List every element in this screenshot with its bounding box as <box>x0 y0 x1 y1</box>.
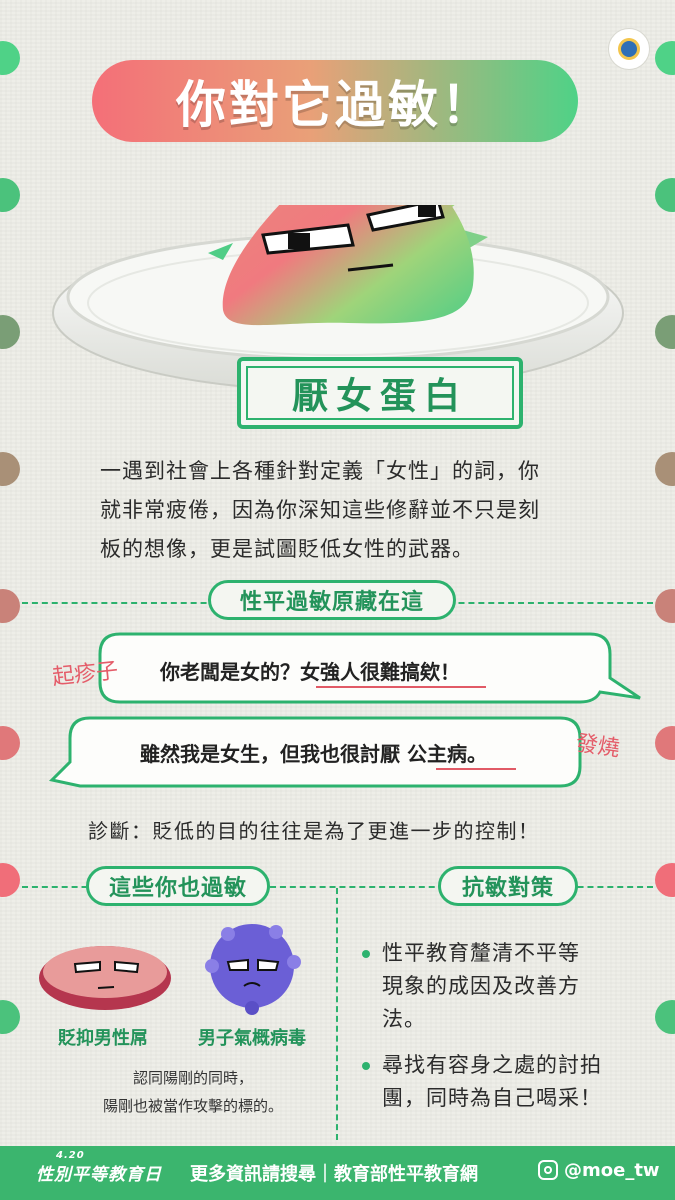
dish-label: 厭女蛋白 <box>237 357 523 429</box>
side-dot <box>0 41 20 75</box>
bubble1-suffix: ！ <box>440 660 460 684</box>
section-allergen-pill: 性平過敏原藏在這 <box>208 580 456 620</box>
bubble1-prefix: 你老闆是女的？ <box>160 660 300 684</box>
speech-bubble-1 <box>98 632 641 704</box>
description: 一遇到社會上各種針對定義「女性」的詞，你 就非常疲倦，因為你深知這些修辭並不只是… <box>100 452 590 569</box>
side-dot <box>0 863 20 897</box>
side-dot <box>655 452 675 486</box>
section-strategy-pill: 抗敏對策 <box>438 866 578 906</box>
side-dot <box>0 1000 20 1034</box>
side-dot <box>655 315 675 349</box>
side-dot <box>655 1000 675 1034</box>
page-title: 你對它過敏！ <box>176 76 494 134</box>
character-note: 認同陽剛的同時， 陽剛也被當作攻擊的標的。 <box>50 1064 336 1120</box>
title-banner: 你對它過敏！ <box>92 60 578 142</box>
section-also-allergic-pill: 這些你也過敏 <box>86 866 270 906</box>
virus-character <box>205 924 301 1015</box>
highlight-underline <box>436 768 516 770</box>
side-dot <box>0 589 20 623</box>
brand-text: 性別平等教育日 <box>36 1165 162 1185</box>
bubble2-text: 雖然我是女生，但我也很討厭 公主病。 <box>140 738 487 767</box>
description-line: 板的想像，更是試圖貶低女性的武器。 <box>100 537 474 561</box>
sausage-character <box>39 946 171 1010</box>
bubble1-text: 你老闆是女的？女強人很難搞欸！ <box>160 656 460 685</box>
side-dot <box>655 863 675 897</box>
strategy-item: 尋找有容身之處的討拍 團，同時為自己喝采！ <box>382 1049 642 1115</box>
character-label: 男子氣概病毒 <box>198 1028 306 1049</box>
side-dot <box>0 315 20 349</box>
section-also-allergic-title: 這些你也過敏 <box>108 876 247 901</box>
brand-logo: 4.20 性別平等教育日 <box>36 1150 162 1185</box>
bubble2-prefix: 雖然我是女生，但我也很討厭 <box>140 742 407 766</box>
protein-character <box>208 205 488 326</box>
brand-date: 4.20 <box>56 1150 85 1161</box>
symptom-note-fever: 發燒 <box>574 731 622 762</box>
side-dot <box>655 41 675 75</box>
bubble2-highlight: 公主病 <box>406 742 467 766</box>
strategy-line: 尋找有容身之處的討拍 <box>382 1053 602 1077</box>
character-label: 貶抑男性屌 <box>58 1028 148 1049</box>
instagram-icon <box>538 1160 558 1180</box>
side-dot <box>0 726 20 760</box>
strategy-line: 團，同時為自己喝采！ <box>382 1086 602 1110</box>
footer: 4.20 性別平等教育日 更多資訊請搜尋｜教育部性平教育網 @moe_tw <box>0 1146 675 1200</box>
bubble2-suffix: 。 <box>466 742 487 766</box>
symptom-note-rash: 起疹子 <box>51 658 120 691</box>
side-dot <box>655 589 675 623</box>
strategy-line: 法。 <box>382 1007 426 1031</box>
bullet-icon <box>362 950 370 958</box>
description-line: 一遇到社會上各種針對定義「女性」的詞，你 <box>100 459 540 483</box>
side-dot <box>655 178 675 212</box>
section-allergen-title: 性平過敏原藏在這 <box>239 590 424 615</box>
instagram-handle: @moe_tw <box>564 1160 660 1181</box>
ministry-logo <box>608 28 650 70</box>
side-dot <box>655 726 675 760</box>
side-dot <box>0 452 20 486</box>
footer-info: 更多資訊請搜尋｜教育部性平教育網 <box>190 1164 478 1185</box>
section-divider <box>22 886 653 888</box>
side-dot <box>0 178 20 212</box>
allergen-characters <box>39 924 301 1015</box>
petri-dish-illustration <box>52 205 624 392</box>
highlight-underline <box>316 686 486 688</box>
character-note-line: 陽剛也被當作攻擊的標的。 <box>102 1097 283 1115</box>
strategy-line: 性平教育釐清不平等 <box>382 941 580 965</box>
bullet-icon <box>362 1062 370 1070</box>
dish-label-text: 厭女蛋白 <box>291 376 468 417</box>
diagnosis-text: 診斷：貶低的目的往往是為了更進一步的控制！ <box>88 819 540 843</box>
bubble1-highlight: 女強人很難搞欸 <box>300 660 440 684</box>
character-note-line: 認同陽剛的同時， <box>132 1069 253 1087</box>
section-strategy-title: 抗敏對策 <box>461 876 554 901</box>
description-line: 就非常疲倦，因為你深知這些修辭並不只是刻 <box>100 498 540 522</box>
strategy-line: 現象的成因及改善方 <box>382 974 580 998</box>
strategy-item: 性平教育釐清不平等 現象的成因及改善方 法。 <box>382 937 632 1036</box>
column-divider <box>336 888 338 1140</box>
